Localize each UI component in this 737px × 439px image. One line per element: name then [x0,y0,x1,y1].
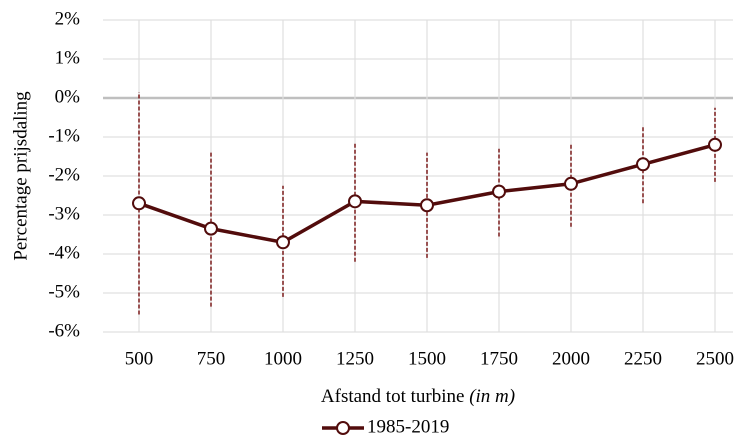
y-tick-label: -4% [48,242,80,263]
x-tick-label: 1000 [264,348,302,369]
y-tick-label: 2% [55,8,81,29]
x-tick-label: 1250 [336,348,374,369]
x-tick-label: 2250 [624,348,662,369]
x-axis-label: Afstand tot turbine (in m) [321,386,515,407]
x-tick-label: 2500 [696,348,734,369]
legend-label: 1985-2019 [367,416,449,437]
y-tick-label: -3% [48,203,80,224]
x-tick-label: 1750 [480,348,518,369]
x-axis-label-unit: (in m) [469,386,515,407]
y-tick-label: -5% [48,281,80,302]
x-axis-label-text: Afstand tot turbine [321,386,465,407]
data-point [132,196,146,211]
x-tick-label: 750 [197,348,226,369]
data-point [492,184,506,199]
y-tick-label: -6% [48,320,80,341]
x-tick-label: 500 [125,348,154,369]
data-point [348,194,362,209]
data-point [636,157,650,172]
data-point [204,221,218,236]
data-point [564,176,578,191]
data-point [420,198,434,213]
y-tick-label: -2% [48,164,80,185]
y-tick-label: -1% [48,125,80,146]
grid [103,19,733,333]
x-tick-label: 1500 [408,348,446,369]
x-tick-label: 2000 [552,348,590,369]
data-point [276,235,290,250]
legend-marker [336,421,350,435]
y-tick-label: 0% [55,86,81,107]
y-axis-label: Percentage prijsdaling [10,91,31,261]
data-point [708,137,722,152]
y-tick-label: 1% [55,47,81,68]
